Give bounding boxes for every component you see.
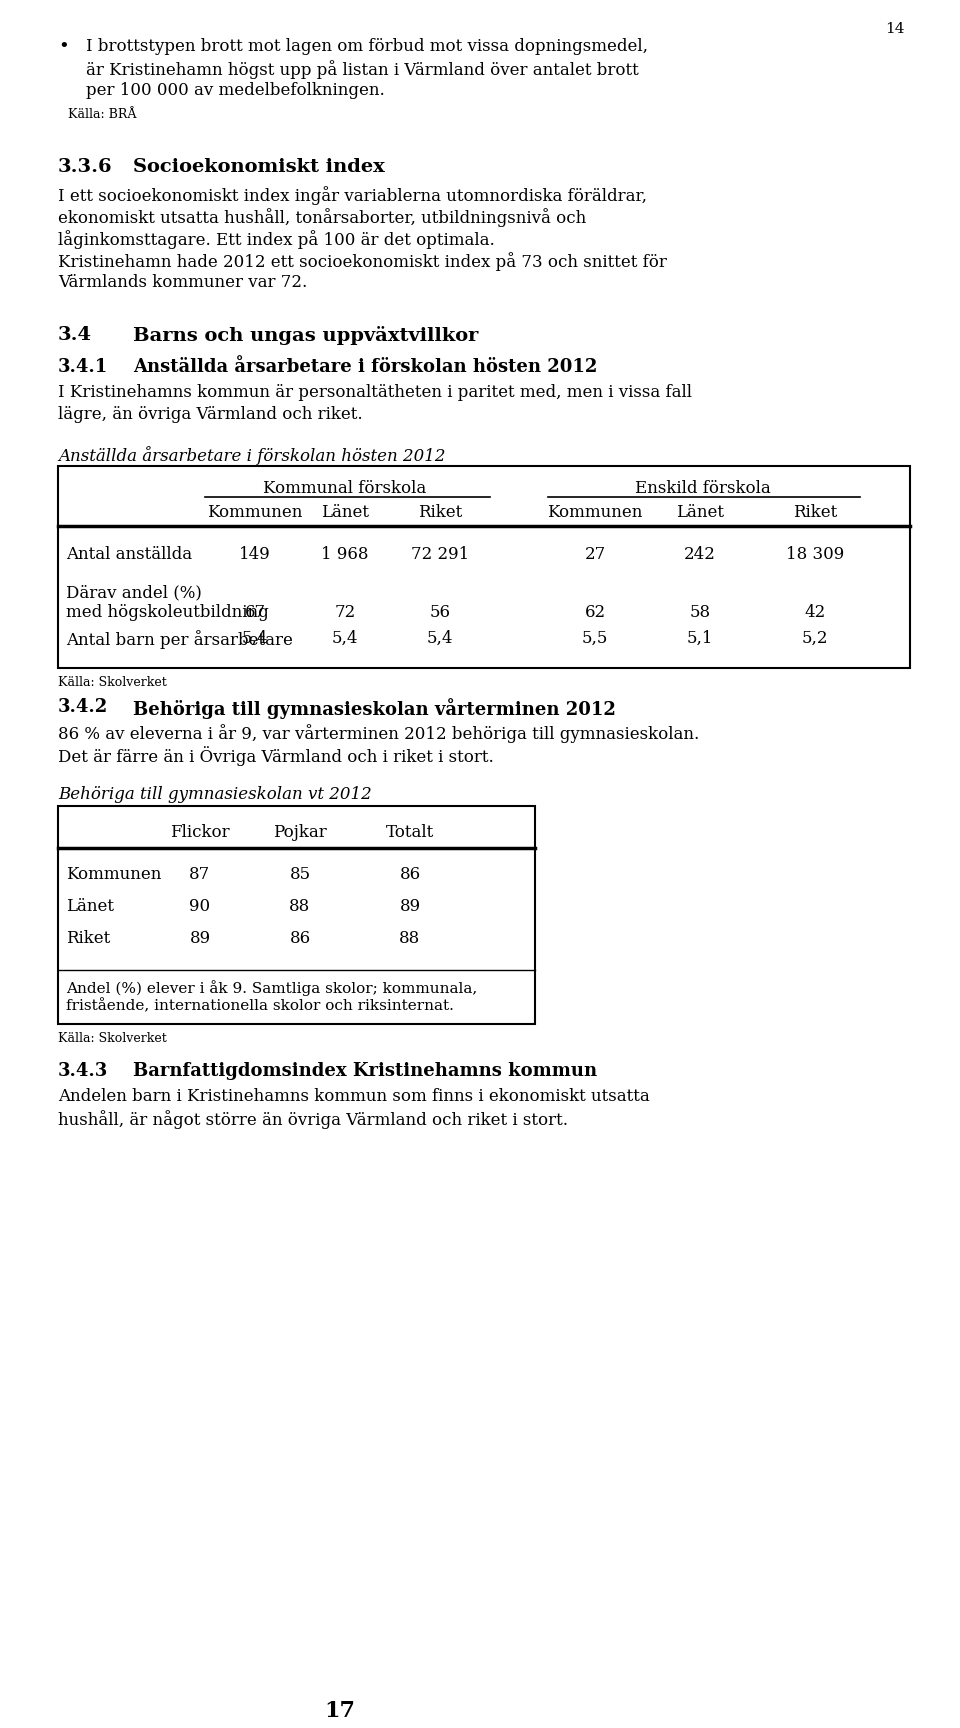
Text: 90: 90: [189, 899, 210, 916]
Text: I brottstypen brott mot lagen om förbud mot vissa dopningsmedel,: I brottstypen brott mot lagen om förbud …: [86, 38, 648, 55]
Text: 149: 149: [239, 546, 271, 563]
Text: Antal barn per årsarbetare: Antal barn per årsarbetare: [66, 631, 293, 650]
Text: 3.4.2: 3.4.2: [58, 698, 108, 715]
Text: 5,4: 5,4: [427, 631, 453, 646]
Text: låginkomsttagare. Ett index på 100 är det optimala.: låginkomsttagare. Ett index på 100 är de…: [58, 230, 494, 249]
Text: 85: 85: [289, 866, 311, 883]
Text: I Kristinehamns kommun är personaltätheten i paritet med, men i vissa fall: I Kristinehamns kommun är personaltäthet…: [58, 384, 692, 401]
Text: Andel (%) elever i åk 9. Samtliga skolor; kommunala,: Andel (%) elever i åk 9. Samtliga skolor…: [66, 980, 477, 995]
Text: Anställda årsarbetare i förskolan hösten 2012: Anställda årsarbetare i förskolan hösten…: [58, 446, 445, 465]
Text: 87: 87: [189, 866, 210, 883]
Text: Kristinehamn hade 2012 ett socioekonomiskt index på 73 och snittet för: Kristinehamn hade 2012 ett socioekonomis…: [58, 252, 667, 271]
Text: Källa: Skolverket: Källa: Skolverket: [58, 676, 167, 689]
Text: Enskild förskola: Enskild förskola: [635, 480, 770, 498]
Text: 3.4.1: 3.4.1: [58, 358, 108, 377]
Text: 3.3.6: 3.3.6: [58, 157, 112, 176]
Text: 27: 27: [585, 546, 606, 563]
Text: 67: 67: [245, 605, 266, 620]
Text: Kommunen: Kommunen: [207, 505, 302, 522]
Text: Värmlands kommuner var 72.: Värmlands kommuner var 72.: [58, 275, 307, 290]
Text: Behöriga till gymnasieskolan vårterminen 2012: Behöriga till gymnasieskolan vårterminen…: [133, 698, 616, 719]
Text: Kommunal förskola: Kommunal förskola: [263, 480, 426, 498]
Text: Behöriga till gymnasieskolan vt 2012: Behöriga till gymnasieskolan vt 2012: [58, 786, 372, 804]
Text: Kommunen: Kommunen: [547, 505, 642, 522]
Text: 5,2: 5,2: [802, 631, 828, 646]
Text: 18 309: 18 309: [786, 546, 844, 563]
Text: Länet: Länet: [66, 899, 114, 916]
Text: 5,4: 5,4: [332, 631, 358, 646]
Text: 88: 88: [399, 930, 420, 947]
Text: 5,4: 5,4: [242, 631, 268, 646]
Text: 5,5: 5,5: [582, 631, 609, 646]
Text: med högskoleutbildning: med högskoleutbildning: [66, 605, 269, 620]
Text: 56: 56: [429, 605, 450, 620]
Text: 5,1: 5,1: [686, 631, 713, 646]
Text: Riket: Riket: [418, 505, 462, 522]
Text: Källa: Skolverket: Källa: Skolverket: [58, 1032, 167, 1045]
Text: Andelen barn i Kristinehamns kommun som finns i ekonomiskt utsatta: Andelen barn i Kristinehamns kommun som …: [58, 1089, 650, 1104]
Text: 72: 72: [334, 605, 355, 620]
Text: Det är färre än i Övriga Värmland och i riket i stort.: Det är färre än i Övriga Värmland och i …: [58, 746, 493, 766]
Bar: [58, 805, 535, 1025]
Text: Därav andel (%): Därav andel (%): [66, 584, 202, 601]
Text: Barnfattigdomsindex Kristinehamns kommun: Barnfattigdomsindex Kristinehamns kommun: [133, 1063, 597, 1080]
Text: 86: 86: [399, 866, 420, 883]
Text: 42: 42: [804, 605, 826, 620]
Text: är Kristinehamn högst upp på listan i Värmland över antalet brott: är Kristinehamn högst upp på listan i Vä…: [86, 60, 638, 79]
Text: Socioekonomiskt index: Socioekonomiskt index: [133, 157, 385, 176]
Text: ekonomiskt utsatta hushåll, tonårsaborter, utbildningsnivå och: ekonomiskt utsatta hushåll, tonårsaborte…: [58, 207, 587, 226]
Text: 242: 242: [684, 546, 716, 563]
Text: 17: 17: [324, 1700, 355, 1723]
Text: Antal anställda: Antal anställda: [66, 546, 192, 563]
Text: lägre, än övriga Värmland och riket.: lägre, än övriga Värmland och riket.: [58, 406, 363, 423]
Text: Länet: Länet: [676, 505, 724, 522]
Text: hushåll, är något större än övriga Värmland och riket i stort.: hushåll, är något större än övriga Värml…: [58, 1109, 568, 1128]
Text: Källa: BRÅ: Källa: BRÅ: [68, 107, 136, 121]
Text: 88: 88: [289, 899, 311, 916]
Text: Anställda årsarbetare i förskolan hösten 2012: Anställda årsarbetare i förskolan hösten…: [133, 358, 597, 377]
Bar: [58, 467, 910, 669]
Text: 3.4.3: 3.4.3: [58, 1063, 108, 1080]
Text: 86 % av eleverna i år 9, var vårterminen 2012 behöriga till gymnasieskolan.: 86 % av eleverna i år 9, var vårterminen…: [58, 724, 699, 743]
Text: Flickor: Flickor: [170, 824, 229, 842]
Text: Barns och ungas uppväxtvillkor: Barns och ungas uppväxtvillkor: [133, 327, 478, 346]
Text: 89: 89: [399, 899, 420, 916]
Text: 58: 58: [689, 605, 710, 620]
Text: fristående, internationella skolor och riksinternat.: fristående, internationella skolor och r…: [66, 999, 454, 1014]
Text: Totalt: Totalt: [386, 824, 434, 842]
Text: Riket: Riket: [793, 505, 837, 522]
Text: 89: 89: [189, 930, 210, 947]
Text: •: •: [58, 38, 69, 55]
Text: Länet: Länet: [321, 505, 369, 522]
Text: Pojkar: Pojkar: [274, 824, 326, 842]
Text: I ett socioekonomiskt index ingår variablerna utomnordiska föräldrar,: I ett socioekonomiskt index ingår variab…: [58, 187, 647, 206]
Text: Riket: Riket: [66, 930, 110, 947]
Text: 62: 62: [585, 605, 606, 620]
Text: per 100 000 av medelbefolkningen.: per 100 000 av medelbefolkningen.: [86, 81, 385, 98]
Text: 86: 86: [289, 930, 311, 947]
Text: 14: 14: [885, 22, 905, 36]
Text: 1 968: 1 968: [322, 546, 369, 563]
Text: 3.4: 3.4: [58, 327, 92, 344]
Text: 72 291: 72 291: [411, 546, 469, 563]
Text: Kommunen: Kommunen: [66, 866, 161, 883]
